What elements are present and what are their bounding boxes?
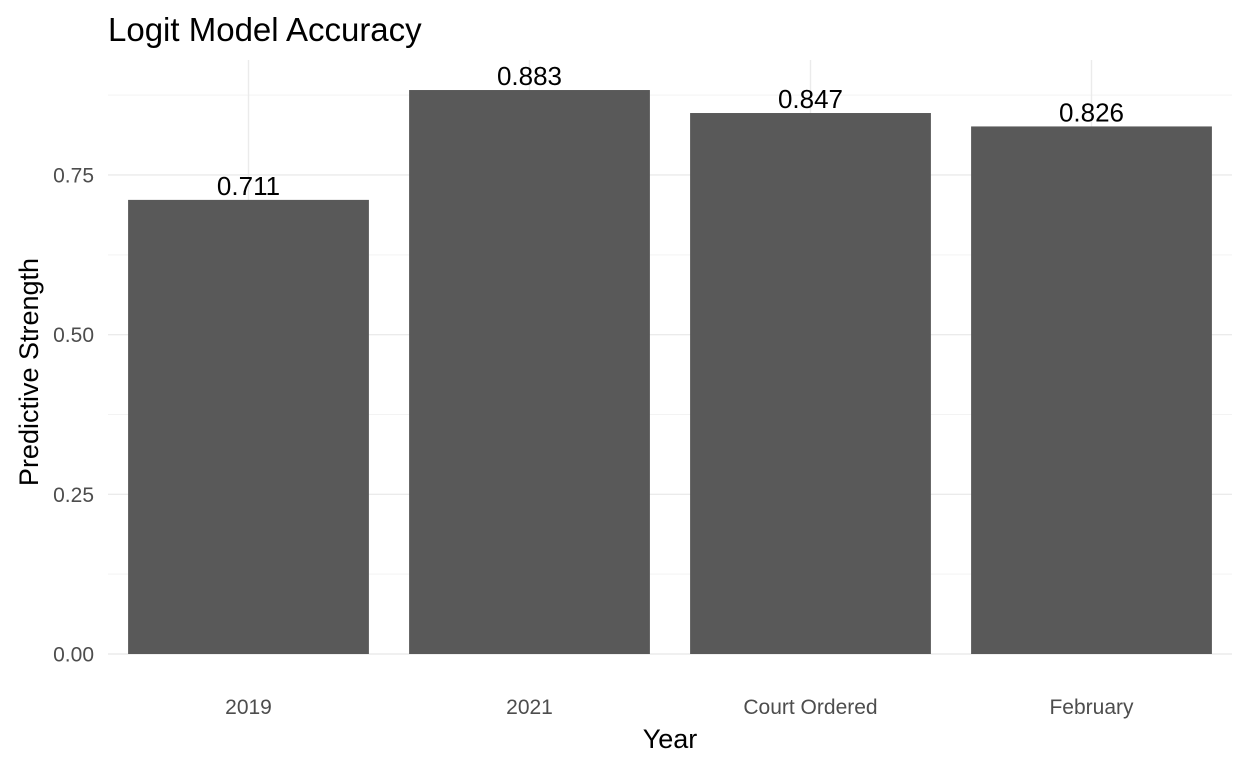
bars bbox=[128, 90, 1212, 655]
y-axis-title: Predictive Strength bbox=[14, 258, 44, 486]
x-tick-label: 2021 bbox=[506, 696, 553, 719]
x-axis-title: Year bbox=[643, 724, 698, 754]
y-tick-label: 0.00 bbox=[53, 644, 94, 667]
bar-value-label: 0.883 bbox=[497, 61, 562, 91]
x-axis-ticks: 2019 2021 Court Ordered February bbox=[225, 696, 1134, 719]
bar-value-label: 0.847 bbox=[778, 84, 843, 114]
bar-february bbox=[971, 126, 1212, 655]
bar-court-ordered bbox=[690, 113, 931, 654]
y-axis-ticks: 0.00 0.25 0.50 0.75 bbox=[53, 164, 94, 666]
bar-value-labels: 0.711 0.883 0.847 0.826 bbox=[217, 61, 1124, 201]
x-tick-label: February bbox=[1049, 696, 1134, 719]
x-tick-label: Court Ordered bbox=[743, 696, 877, 719]
y-tick-label: 0.25 bbox=[53, 484, 94, 507]
bar-value-label: 0.826 bbox=[1059, 97, 1124, 127]
y-tick-label: 0.75 bbox=[53, 164, 94, 187]
chart-title: Logit Model Accuracy bbox=[108, 11, 422, 48]
bar-value-label: 0.711 bbox=[217, 171, 280, 201]
bar-2021 bbox=[409, 90, 650, 655]
y-tick-label: 0.50 bbox=[53, 324, 94, 347]
x-tick-label: 2019 bbox=[225, 696, 272, 719]
bar-2019 bbox=[128, 199, 369, 655]
